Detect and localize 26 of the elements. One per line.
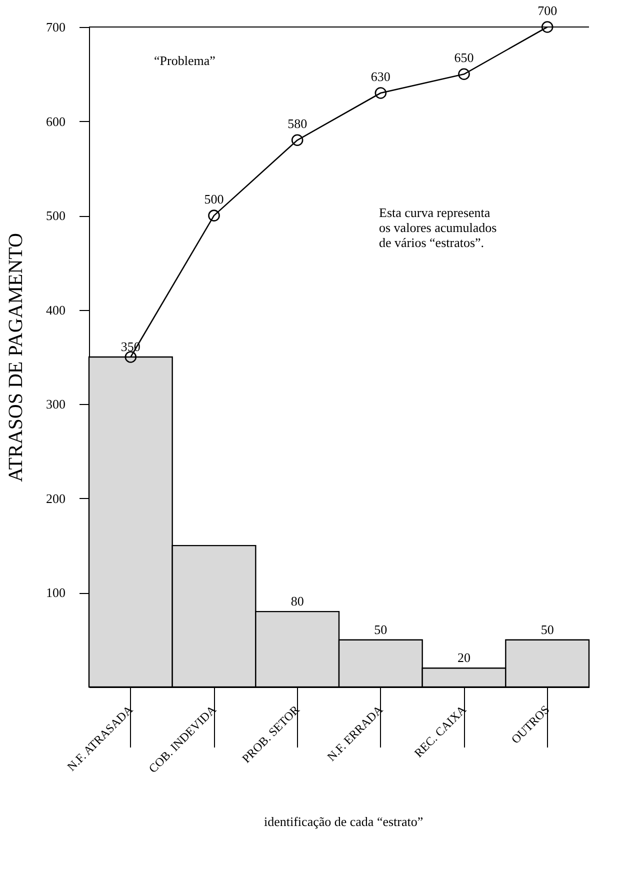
text: identificação de cada “estrato” — [264, 814, 424, 829]
y-tick-label: 100 — [46, 585, 66, 600]
y-tick-label: 200 — [46, 490, 66, 506]
y-tick-label: 400 — [46, 302, 66, 318]
annotation: “Problema” — [154, 53, 216, 68]
y-tick-label: 700 — [46, 20, 66, 34]
data-label: 20 — [458, 650, 470, 666]
data-label: 80 — [290, 594, 304, 609]
annotation: Esta curva representa os valores acumulados de vários “estratos”. — [379, 205, 497, 250]
point — [208, 210, 220, 222]
data-label: 500 — [204, 192, 224, 207]
y-tick-label: 300 — [46, 396, 66, 412]
data-label: 700 — [538, 3, 558, 18]
point — [291, 134, 304, 146]
data-label: 630 — [370, 69, 390, 84]
data-label: 50 — [540, 622, 554, 637]
y-tick-label: 600 — [46, 114, 66, 129]
y-tick-label: 500 — [46, 208, 66, 224]
point — [124, 351, 137, 363]
point — [541, 21, 554, 33]
y-axis-title: ATRASOS DE PAGAMENTO — [5, 233, 27, 482]
data-label: 580 — [288, 116, 308, 132]
data-label: 650 — [454, 50, 474, 66]
point — [374, 87, 387, 99]
data-label: 50 — [374, 622, 388, 637]
point — [458, 68, 470, 80]
